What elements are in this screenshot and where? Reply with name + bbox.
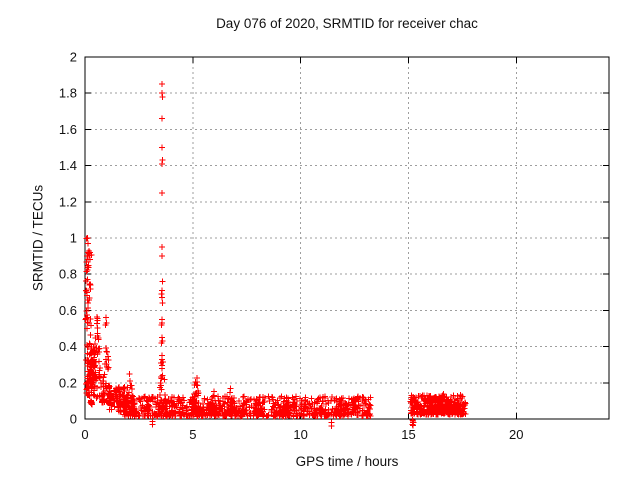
x-tick-label: 5 xyxy=(189,427,196,442)
y-tick-label: 2 xyxy=(70,50,77,65)
x-tick-label: 20 xyxy=(509,427,523,442)
y-tick-label: 1.2 xyxy=(59,194,77,209)
y-tick-label: 0.6 xyxy=(59,303,77,318)
y-tick-label: 1.6 xyxy=(59,122,77,137)
x-tick-label: 10 xyxy=(293,427,307,442)
y-tick-label: 1.4 xyxy=(59,158,77,173)
x-tick-label: 0 xyxy=(81,427,88,442)
y-tick-label: 1 xyxy=(70,231,77,246)
chart-title: Day 076 of 2020, SRMTID for receiver cha… xyxy=(216,16,478,31)
y-tick-label: 0.4 xyxy=(59,339,77,354)
y-tick-label: 1.8 xyxy=(59,86,77,101)
x-axis-label: GPS time / hours xyxy=(295,454,399,469)
y-tick-label: 0.8 xyxy=(59,267,77,282)
y-tick-label: 0 xyxy=(70,412,77,427)
scatter-points xyxy=(82,81,469,429)
x-tick-label: 15 xyxy=(401,427,415,442)
y-tick-label: 0.2 xyxy=(59,375,77,390)
